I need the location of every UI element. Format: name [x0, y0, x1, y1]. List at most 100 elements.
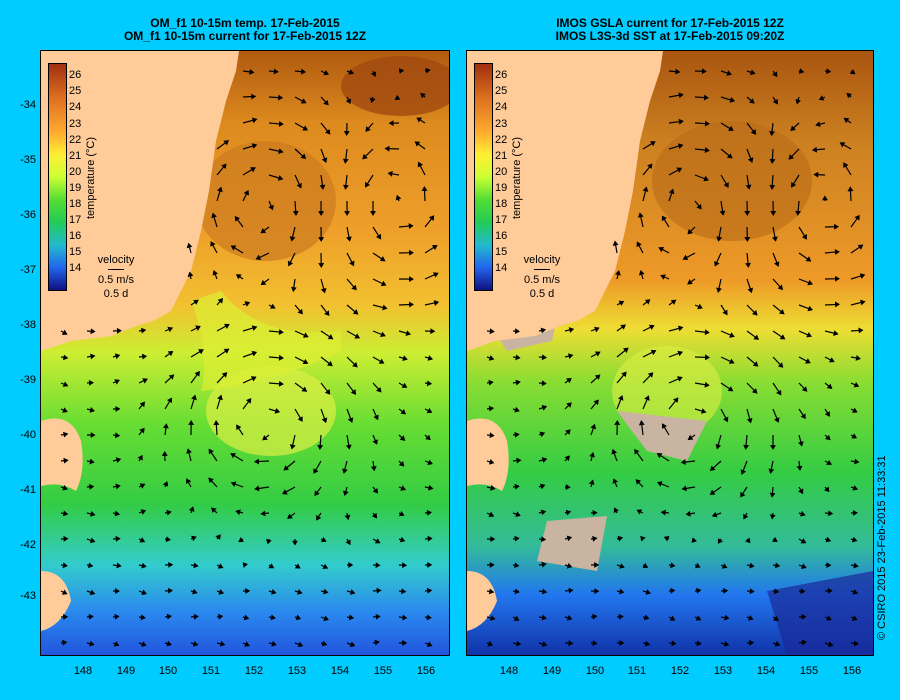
current-arrowhead — [292, 540, 298, 546]
current-arrowhead — [745, 262, 751, 268]
velocity-duration: 0.5 d — [103, 288, 129, 300]
left-map-svg — [41, 51, 449, 655]
current-arrowhead — [213, 420, 220, 426]
current-arrowhead — [568, 640, 574, 647]
current-arrowhead — [408, 249, 414, 256]
current-arrowhead — [644, 640, 651, 647]
current-arrowhead — [806, 332, 812, 338]
x-tick: 148 — [73, 665, 93, 677]
colorbar-label: 18 — [495, 198, 508, 210]
right-title-line1: IMOS GSLA current for 17-Feb-2015 12Z — [556, 16, 784, 30]
current-arrowhead — [636, 509, 643, 515]
current-arrowhead — [271, 589, 277, 595]
current-arrowhead — [709, 489, 716, 495]
current-arrowhead — [752, 310, 758, 316]
current-arrowhead — [801, 233, 807, 240]
current-arrowhead — [617, 395, 624, 401]
colorbar-label: 18 — [69, 198, 82, 210]
current-arrowhead — [539, 431, 546, 438]
velocity-arrow-icon — [507, 267, 577, 273]
current-arrowhead — [621, 371, 627, 378]
right-map-panel: 26 25 24 23 22 21 20 19 18 17 16 15 14 t… — [466, 50, 874, 656]
current-arrowhead — [427, 459, 433, 466]
current-arrowhead — [323, 588, 329, 595]
current-arrowhead — [649, 141, 656, 147]
current-arrowhead — [828, 510, 834, 517]
current-arrowhead — [773, 588, 780, 595]
current-arrowhead — [243, 189, 249, 196]
current-arrowhead — [704, 329, 710, 336]
current-arrowhead — [514, 406, 520, 413]
current-arrowhead — [566, 615, 573, 621]
current-arrowhead — [638, 269, 645, 276]
current-arrowhead — [323, 99, 329, 106]
current-arrowhead — [592, 640, 598, 647]
colorbar-gradient — [475, 64, 492, 290]
y-tick: -41 — [20, 484, 36, 496]
current-arrowhead — [166, 397, 172, 404]
current-arrowhead — [825, 536, 832, 543]
current-arrowhead — [703, 175, 710, 182]
current-arrowhead — [719, 210, 726, 216]
current-arrowhead — [590, 423, 597, 430]
current-arrowhead — [244, 641, 250, 647]
current-arrowhead — [489, 562, 495, 568]
current-arrowhead — [541, 588, 548, 595]
current-arrowhead — [344, 211, 350, 216]
colorbar-label: 22 — [495, 134, 508, 146]
current-arrowhead — [726, 153, 733, 159]
current-arrowhead — [375, 386, 382, 393]
current-arrowhead — [715, 443, 722, 450]
current-arrowhead — [400, 485, 407, 491]
current-arrowhead — [801, 563, 807, 569]
current-arrowhead — [853, 381, 860, 388]
current-arrowhead — [323, 615, 329, 622]
current-arrowhead — [770, 210, 777, 216]
current-arrowhead — [245, 398, 252, 404]
current-arrowhead — [188, 506, 195, 512]
current-arrowhead — [245, 588, 251, 594]
current-arrowhead — [722, 309, 728, 316]
current-arrowhead — [349, 260, 355, 267]
current-arrowhead — [300, 98, 307, 104]
current-arrowhead — [811, 146, 818, 153]
current-arrowhead — [488, 405, 495, 412]
current-arrowhead — [824, 411, 830, 417]
current-arrowhead — [218, 589, 225, 595]
current-arrowhead — [614, 420, 621, 426]
current-arrowhead — [114, 353, 121, 360]
current-arrowhead — [89, 640, 95, 647]
current-arrowhead — [855, 355, 861, 361]
current-arrowhead — [728, 358, 735, 364]
current-arrowhead — [859, 273, 866, 279]
colorbar-label: 19 — [495, 182, 508, 194]
current-arrowhead — [114, 613, 120, 620]
colorbar-label: 22 — [69, 134, 82, 146]
x-tick: 151 — [201, 665, 221, 677]
current-arrowhead — [681, 485, 687, 492]
current-arrowhead — [260, 510, 266, 517]
current-arrowhead — [695, 615, 702, 621]
warm-eddy — [196, 141, 336, 261]
current-arrowhead — [514, 431, 520, 438]
current-arrowhead — [791, 182, 797, 188]
current-arrowhead — [568, 587, 574, 594]
no-data-patch — [617, 411, 707, 461]
current-arrowhead — [800, 588, 806, 595]
current-arrowhead — [249, 68, 255, 75]
current-arrowhead — [230, 453, 236, 459]
current-arrowhead — [671, 640, 677, 647]
current-arrowhead — [566, 535, 573, 542]
current-arrowhead — [345, 539, 351, 546]
current-arrowhead — [208, 477, 214, 484]
colorbar — [474, 63, 493, 291]
current-arrowhead — [313, 468, 319, 474]
current-arrowhead — [541, 457, 548, 463]
current-arrowhead — [278, 354, 284, 361]
current-arrowhead — [90, 432, 96, 438]
current-arrowhead — [354, 333, 361, 339]
current-arrowhead — [217, 563, 224, 569]
current-arrowhead — [849, 68, 856, 75]
colorbar-label: 19 — [69, 182, 82, 194]
current-arrowhead — [678, 92, 684, 99]
